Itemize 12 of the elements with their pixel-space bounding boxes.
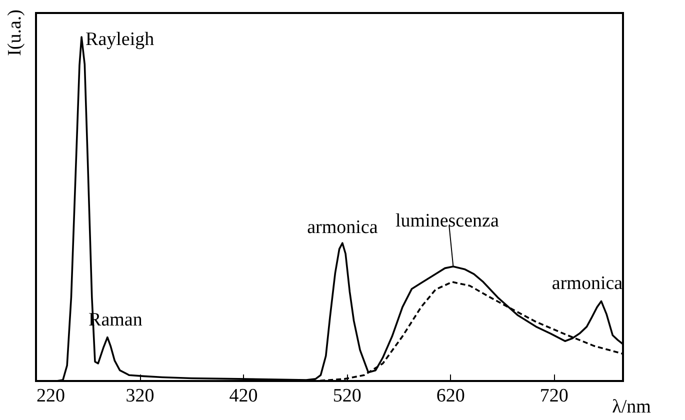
- x-tick-label: 620: [436, 386, 465, 406]
- annotation: luminescenza: [396, 210, 500, 232]
- x-axis-title: λ/nm: [612, 396, 652, 418]
- annotation: Rayleigh: [86, 29, 155, 50]
- x-tick-label: 220: [36, 386, 65, 406]
- x-tick-label: 320: [126, 386, 154, 406]
- x-tick-label: 720: [540, 386, 568, 406]
- x-tick-label: 520: [332, 386, 362, 406]
- annotation: armonica: [307, 217, 378, 238]
- y-axis-title: I(u.a.): [4, 10, 26, 56]
- annotation: armonica: [552, 273, 624, 294]
- x-tick-label: 420: [229, 386, 258, 406]
